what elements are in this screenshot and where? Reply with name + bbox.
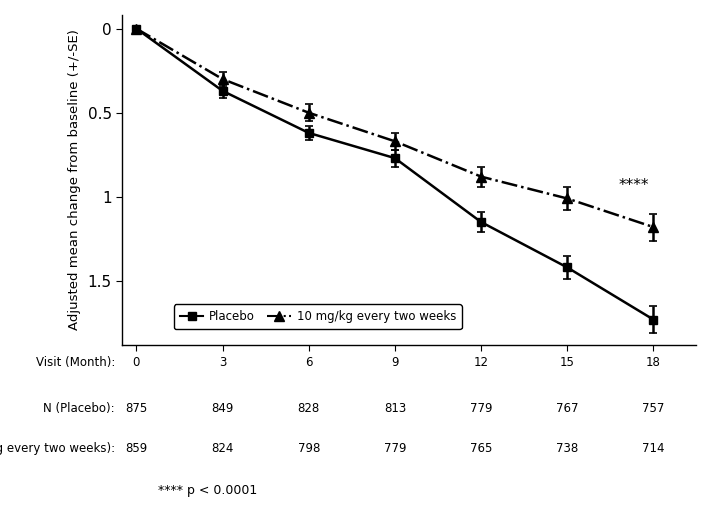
Text: 18: 18	[646, 356, 661, 369]
Text: ****: ****	[619, 177, 649, 193]
Text: N (Placebo):: N (Placebo):	[43, 402, 115, 415]
Text: 12: 12	[474, 356, 488, 369]
Text: **** p < 0.0001: **** p < 0.0001	[158, 484, 257, 497]
Text: 0: 0	[133, 356, 140, 369]
Text: 6: 6	[305, 356, 312, 369]
Text: 859: 859	[126, 442, 147, 455]
Text: Visit (Month):: Visit (Month):	[35, 356, 115, 369]
Text: 765: 765	[470, 442, 493, 455]
Text: 798: 798	[297, 442, 320, 455]
Text: 15: 15	[560, 356, 574, 369]
Text: 757: 757	[642, 402, 665, 415]
Text: 767: 767	[556, 402, 579, 415]
Text: 779: 779	[470, 402, 493, 415]
Legend: Placebo, 10 mg/kg every two weeks: Placebo, 10 mg/kg every two weeks	[174, 304, 462, 329]
Text: 813: 813	[384, 402, 406, 415]
Text: 714: 714	[642, 442, 665, 455]
Text: 3: 3	[219, 356, 226, 369]
Text: N (10 mg/kg every two weeks):: N (10 mg/kg every two weeks):	[0, 442, 115, 455]
Text: 738: 738	[556, 442, 578, 455]
Y-axis label: Adjusted mean change from baseline (+/-SE): Adjusted mean change from baseline (+/-S…	[67, 29, 80, 331]
Text: 824: 824	[211, 442, 234, 455]
Text: 828: 828	[298, 402, 320, 415]
Text: 849: 849	[211, 402, 234, 415]
Text: 779: 779	[383, 442, 406, 455]
Text: 9: 9	[391, 356, 398, 369]
Text: 875: 875	[126, 402, 147, 415]
